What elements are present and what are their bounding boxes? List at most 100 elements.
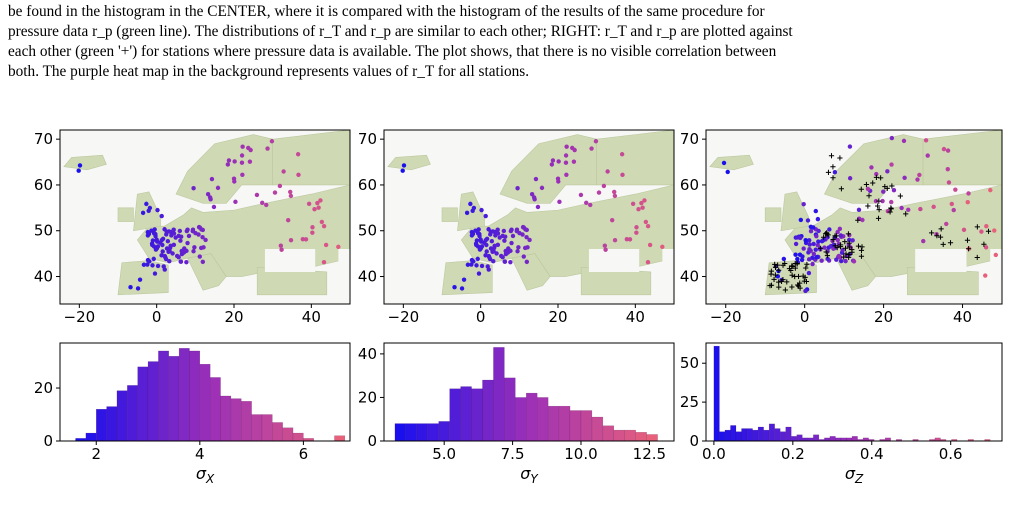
station-marker	[473, 228, 478, 233]
histogram-bar	[646, 434, 658, 442]
station-marker	[474, 238, 480, 243]
station-marker	[531, 195, 537, 200]
station-marker	[192, 245, 197, 250]
x-tick-label: 40	[953, 308, 972, 326]
cross-marker	[859, 244, 865, 250]
land-3	[272, 130, 350, 186]
histogram-bar	[851, 436, 858, 442]
caption-line-4: both. The purple heat map in the backgro…	[8, 63, 530, 80]
station-marker	[265, 146, 270, 151]
station-marker	[197, 225, 203, 230]
station-marker	[272, 190, 278, 195]
station-marker	[171, 231, 177, 236]
cross-marker	[768, 268, 774, 274]
histogram-bar	[493, 347, 505, 442]
station-marker	[151, 256, 156, 262]
histogram-bar	[796, 434, 803, 442]
station-marker	[899, 205, 904, 211]
station-marker	[563, 153, 569, 158]
cross-marker	[981, 241, 987, 247]
station-marker	[624, 236, 630, 242]
station-marker	[795, 256, 800, 262]
station-marker	[874, 171, 879, 177]
station-marker	[498, 253, 504, 259]
station-marker	[810, 261, 815, 267]
cross-marker	[876, 207, 882, 213]
histogram-bar	[116, 390, 128, 442]
station-marker	[822, 245, 827, 250]
cross-marker	[876, 198, 882, 204]
histogram-bar	[763, 429, 770, 442]
histogram-bar	[591, 416, 604, 442]
station-marker	[240, 144, 245, 149]
y-tick-label: 50	[358, 222, 377, 240]
station-marker	[609, 217, 615, 223]
station-marker	[603, 247, 608, 252]
histogram-bar	[460, 386, 472, 442]
station-marker	[321, 260, 327, 265]
station-marker	[310, 230, 315, 235]
cross-marker	[938, 226, 944, 232]
cross-marker	[803, 265, 809, 271]
station-marker	[640, 205, 645, 210]
cross-marker	[849, 247, 855, 253]
histogram-bar	[757, 426, 764, 442]
station-marker	[167, 248, 172, 254]
station-marker	[178, 234, 184, 239]
station-marker	[295, 152, 301, 157]
station-marker	[515, 249, 520, 254]
station-marker	[319, 219, 325, 225]
cross-marker	[846, 244, 852, 250]
station-marker	[847, 144, 853, 149]
x-axis-label: σZ	[845, 464, 864, 486]
station-marker	[979, 229, 984, 234]
cross-marker	[804, 261, 810, 267]
caption-line-3: each other (green '+') for stations wher…	[8, 43, 777, 60]
station-marker	[601, 183, 607, 189]
station-marker	[495, 231, 501, 236]
station-marker	[815, 216, 821, 222]
station-marker	[571, 159, 577, 164]
station-marker	[479, 207, 484, 213]
station-marker	[602, 243, 608, 248]
station-marker	[578, 192, 584, 198]
station-marker	[835, 229, 840, 235]
histogram-bar	[482, 379, 494, 442]
station-marker	[495, 242, 501, 248]
station-marker	[593, 139, 599, 144]
land-7	[906, 267, 979, 296]
station-marker	[151, 231, 157, 236]
station-marker	[881, 189, 886, 194]
station-marker	[469, 229, 475, 235]
station-marker	[226, 158, 232, 163]
station-marker	[803, 238, 808, 243]
x-tick-label: 4	[195, 445, 205, 463]
station-marker	[215, 185, 221, 191]
histogram-bar	[613, 429, 625, 442]
station-marker	[524, 227, 529, 233]
cross-marker	[873, 174, 880, 180]
station-marker	[260, 200, 265, 206]
histogram-bar	[292, 432, 304, 442]
station-marker	[596, 190, 602, 195]
station-marker	[469, 262, 474, 267]
station-marker	[521, 254, 526, 259]
station-marker	[885, 169, 890, 174]
land-3	[596, 130, 674, 186]
station-marker	[167, 258, 172, 264]
station-marker	[851, 259, 857, 264]
cross-marker	[940, 241, 946, 248]
station-marker	[486, 267, 491, 272]
station-marker	[889, 135, 895, 141]
station-marker	[321, 224, 327, 229]
station-marker	[155, 207, 160, 213]
station-marker	[174, 253, 180, 259]
station-marker	[173, 235, 178, 240]
station-marker	[279, 247, 284, 252]
station-marker	[799, 257, 805, 263]
station-marker	[483, 213, 488, 219]
station-marker	[647, 242, 653, 248]
station-marker	[488, 232, 493, 237]
station-marker	[487, 256, 493, 262]
